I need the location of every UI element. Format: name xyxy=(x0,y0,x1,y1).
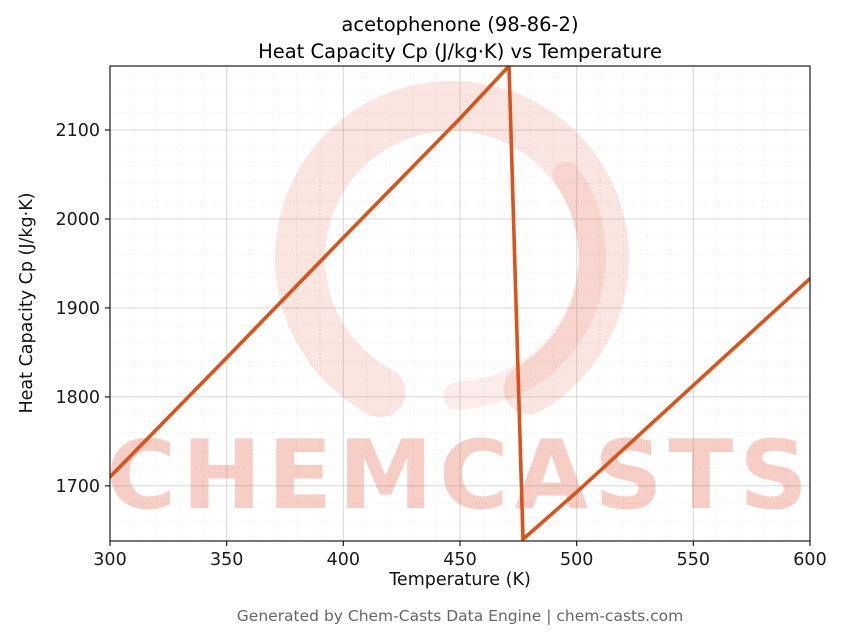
series-group xyxy=(110,66,810,541)
y-axis-label: Heat Capacity Cp (J/kg·K) xyxy=(17,192,37,414)
chart-title-line2: Heat Capacity Cp (J/kg·K) vs Temperature xyxy=(258,40,662,63)
tick-labels: 300 350 400 450 500 550 600 1700 1800 1900 2000 210… xyxy=(55,121,826,570)
watermark-ring-inner-icon xyxy=(298,101,606,410)
footer-attribution: Generated by Chem-Casts Data Engine | ch… xyxy=(236,607,684,625)
x-tick-label: 550 xyxy=(677,550,710,570)
y-tick-label: 2000 xyxy=(55,210,100,230)
x-tick-label: 500 xyxy=(560,550,593,570)
minor-gridlines xyxy=(110,66,810,541)
series-line-cp xyxy=(110,66,810,541)
chart-title-line1: acetophenone (98-86-2) xyxy=(341,13,579,36)
x-tick-label: 400 xyxy=(327,550,360,570)
watermark: CHEMCASTS xyxy=(106,80,814,531)
x-tick-label: 450 xyxy=(443,550,476,570)
x-tick-label: 300 xyxy=(93,550,126,570)
watermark-text: CHEMCASTS xyxy=(106,421,814,531)
x-tick-label: 600 xyxy=(793,550,826,570)
y-tick-label: 2100 xyxy=(55,121,100,141)
y-tick-label: 1700 xyxy=(55,477,100,497)
x-tick-label: 350 xyxy=(210,550,243,570)
y-tick-label: 1900 xyxy=(55,299,100,319)
y-tick-label: 1800 xyxy=(55,388,100,408)
x-axis-label: Temperature (K) xyxy=(389,570,531,590)
watermark-ring-icon xyxy=(275,80,629,435)
